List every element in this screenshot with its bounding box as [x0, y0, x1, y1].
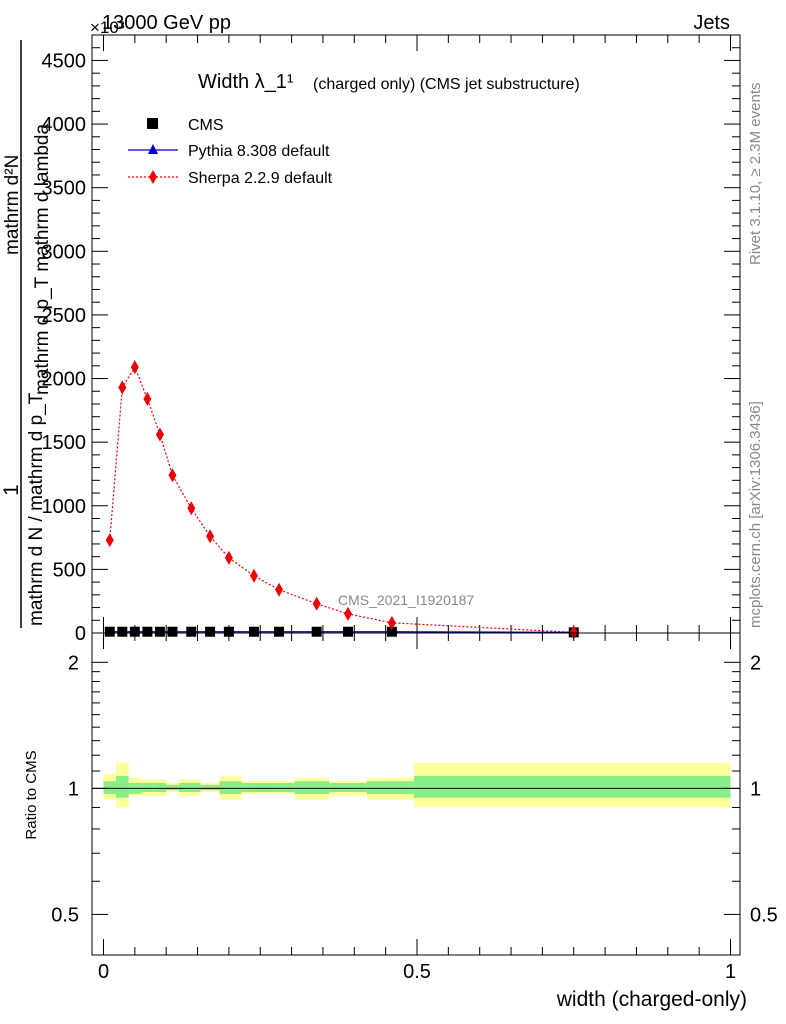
ratio-xtick-label: 1 [725, 961, 736, 983]
ylabel-denominator: mathrm d N / mathrm d p_T [26, 392, 47, 626]
sherpa-point [569, 625, 578, 640]
sherpa-point [249, 568, 258, 583]
ratio-band-inner [329, 782, 367, 793]
ratio-band-inner [103, 781, 117, 794]
ylabel-numerator: 1 [0, 484, 23, 496]
sherpa-point [155, 427, 164, 442]
ratio-xtick-label: 0.5 [403, 961, 431, 983]
legend-label-cms: CMS [188, 117, 224, 134]
ratio-band-inner [219, 781, 242, 794]
legend-marker-cms [147, 118, 158, 129]
ratio-band-inner [413, 776, 731, 798]
cms-point [117, 626, 128, 637]
sherpa-point [105, 533, 114, 548]
main-ytick-label: 1000 [42, 496, 87, 518]
cms-point [154, 626, 165, 637]
cms-point [129, 626, 140, 637]
cms-point [343, 626, 354, 637]
legend-marker-pythia [148, 144, 158, 154]
ratio-band-inner [178, 782, 201, 793]
header-left: 13000 GeV pp [102, 12, 231, 34]
main-ytick-label: 2000 [42, 369, 87, 391]
cms-point [142, 626, 153, 637]
main-series-layer [104, 360, 579, 640]
ratio-ytick-label-right: 0.5 [750, 904, 778, 926]
cms-point [274, 626, 285, 637]
y-exponent: ×10³ [90, 18, 125, 37]
ratio-band-inner [294, 781, 330, 794]
cms-point [205, 626, 216, 637]
sherpa-point [168, 468, 177, 483]
analysis-watermark: CMS_2021_I1920187 [338, 592, 474, 608]
ratio-ytick-label: 1 [68, 778, 79, 800]
sherpa-point [130, 360, 139, 375]
ratio-ytick-label: 2 [68, 652, 79, 674]
ratio-ytick-label-right: 2 [750, 652, 761, 674]
ratio-band-inner [141, 782, 154, 793]
legend: CMS Pythia 8.308 default Sherpa 2.2.9 de… [128, 117, 333, 187]
main-ytick-label: 2500 [42, 305, 87, 327]
sherpa-line [109, 365, 574, 633]
sherpa-point [187, 501, 196, 516]
sherpa-point [312, 596, 321, 611]
ratio-band-inner [200, 784, 220, 791]
legend-label-sherpa: Sherpa 2.2.9 default [188, 170, 333, 187]
cms-point [104, 626, 115, 637]
ratio-ytick-label: 0.5 [51, 904, 79, 926]
ratio-band-inner [266, 782, 295, 793]
main-ytick-label: 0 [75, 623, 86, 645]
ratio-y-ticks: 0.5 0.5 1 1 2 2 [51, 652, 778, 926]
main-ytick-label: 3000 [42, 241, 87, 263]
ylabel-main: mathrm d²N [2, 155, 23, 255]
ratio-bands-layer [103, 762, 731, 808]
ratio-band-inner [241, 782, 267, 793]
ratio-xtick-label: 0 [98, 961, 109, 983]
cms-point [186, 626, 197, 637]
sherpa-point [143, 391, 152, 406]
main-ytick-label: 4500 [42, 50, 87, 72]
x-axis-label: width (charged-only) [556, 988, 747, 1011]
chart-subtitle: (charged only) (CMS jet substructure) [313, 76, 580, 93]
sherpa-point [118, 380, 127, 395]
cms-point [223, 626, 234, 637]
cms-point [311, 626, 322, 637]
mcplots-label: mcplots.cern.ch [arXiv:1306.3436] [747, 401, 764, 628]
header-right: Jets [693, 12, 730, 34]
ylabel-sub: mathrm d p_T mathrm d lambda [32, 124, 53, 395]
ratio-band-inner [166, 784, 179, 791]
cms-point [248, 626, 259, 637]
rivet-label: Rivet 3.1.10, ≥ 2.3M events [747, 83, 764, 266]
sherpa-point [387, 615, 396, 630]
ratio-frame [91, 632, 741, 956]
sherpa-point [344, 606, 353, 621]
cms-point [386, 626, 397, 637]
ratio-band-inner [153, 782, 167, 793]
cms-point [167, 626, 178, 637]
main-ytick-label: 4000 [42, 114, 87, 136]
main-ytick-label: 500 [53, 559, 86, 581]
ratio-band-inner [116, 776, 129, 798]
ratio-ylabel: Ratio to CMS [23, 750, 40, 839]
main-ytick-label: 3500 [42, 178, 87, 200]
ratio-x-ticks: 0 0.5 1 [98, 633, 736, 983]
main-y-ticks: 0 500 1000 1500 2000 2500 3000 3500 4000 4500 [42, 34, 740, 645]
main-ytick-label: 1500 [42, 432, 87, 454]
sherpa-point [275, 582, 284, 597]
pythia-line [109, 631, 574, 633]
legend-label-pythia: Pythia 8.308 default [188, 143, 330, 160]
sherpa-point [224, 550, 233, 565]
ratio-ytick-label-right: 1 [750, 778, 761, 800]
chart-title: Width λ_1¹ [198, 71, 294, 93]
ratio-band-inner [366, 781, 414, 794]
legend-marker-sherpa [149, 170, 157, 184]
sherpa-point [206, 529, 215, 544]
